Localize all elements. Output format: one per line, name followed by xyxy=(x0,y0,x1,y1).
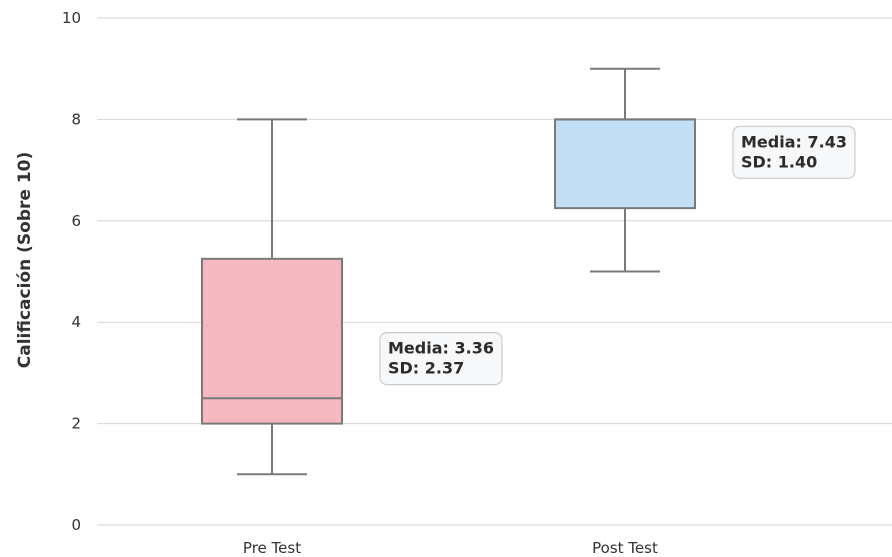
x-tick-labels: Pre Test Post Test xyxy=(243,539,658,557)
y-tick-label: 10 xyxy=(62,9,81,27)
x-tick-label: Post Test xyxy=(592,539,658,557)
boxes xyxy=(201,67,696,476)
x-tick-label: Pre Test xyxy=(243,539,301,557)
box-post-test xyxy=(554,67,696,273)
y-axis-label: Calificación (Sobre 10) xyxy=(15,152,35,368)
y-tick-label: 4 xyxy=(71,313,81,331)
y-tick-label: 8 xyxy=(71,110,81,128)
iqr-box xyxy=(554,118,696,210)
annotation-sd: SD: 2.37 xyxy=(388,359,464,378)
iqr-box xyxy=(201,257,343,425)
y-tick-label: 2 xyxy=(71,415,81,433)
y-tick-label: 6 xyxy=(71,212,81,230)
annotation-mean: Media: 7.43 xyxy=(741,132,847,151)
box-pre-test xyxy=(201,118,343,476)
y-tick-labels: 0 2 4 6 8 10 xyxy=(62,9,81,534)
annotation-box xyxy=(379,332,503,386)
annotation-sd: SD: 1.40 xyxy=(741,152,817,171)
annotation-box xyxy=(732,125,856,179)
y-tick-label: 0 xyxy=(71,516,81,534)
annotation-mean: Media: 3.36 xyxy=(388,339,494,358)
